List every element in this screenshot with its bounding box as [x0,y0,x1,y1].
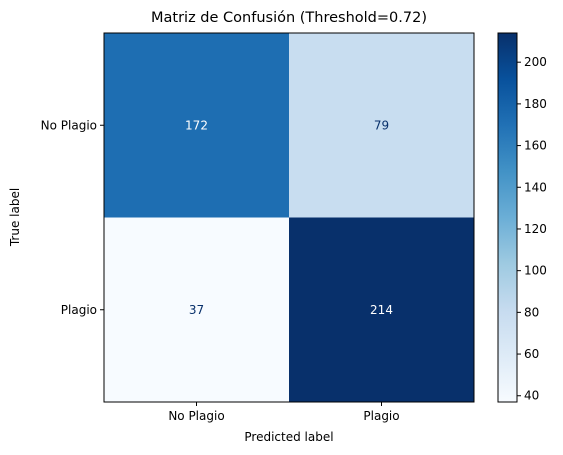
y-tick-label: No Plagio [41,118,97,132]
cell-value-label: 172 [185,118,208,132]
colorbar-tick-label: 40 [524,389,539,403]
cell-value-label: 214 [370,303,393,317]
colorbar-tick-label: 140 [524,180,547,194]
x-axis-label: Predicted label [244,430,333,444]
cell-value-labels: 172 79 37 214 [185,118,393,317]
colorbar-tick-label: 120 [524,222,547,236]
y-tick-label: Plagio [61,303,97,317]
cell-value-label: 79 [374,118,389,132]
colorbar [497,32,518,403]
heatmap-cell [104,217,289,402]
heatmap-cell [289,33,474,218]
x-tick-label: Plagio [363,409,399,423]
heatmap-cell [104,33,289,218]
y-axis-ticks: No Plagio Plagio [41,118,104,317]
x-tick-label: No Plagio [168,409,224,423]
colorbar-tick-label: 200 [524,55,547,69]
colorbar-tick-label: 160 [524,139,547,153]
heatmap-cells [104,33,474,402]
plot-frame [103,32,475,403]
colorbar-tick-label: 180 [524,97,547,111]
colorbar-tick-label: 100 [524,264,547,278]
x-axis-ticks: No Plagio Plagio [168,402,400,423]
colorbar-tick-label: 80 [524,305,539,319]
colorbar-ticks: 40 60 80 100 120 140 160 180 200 [517,55,547,403]
y-axis-label: True label [8,188,22,247]
colorbar-tick-label: 60 [524,347,539,361]
heatmap-cell [289,217,474,402]
chart-title: Matriz de Confusión (Threshold=0.72) [151,10,427,26]
cell-value-label: 37 [189,303,204,317]
